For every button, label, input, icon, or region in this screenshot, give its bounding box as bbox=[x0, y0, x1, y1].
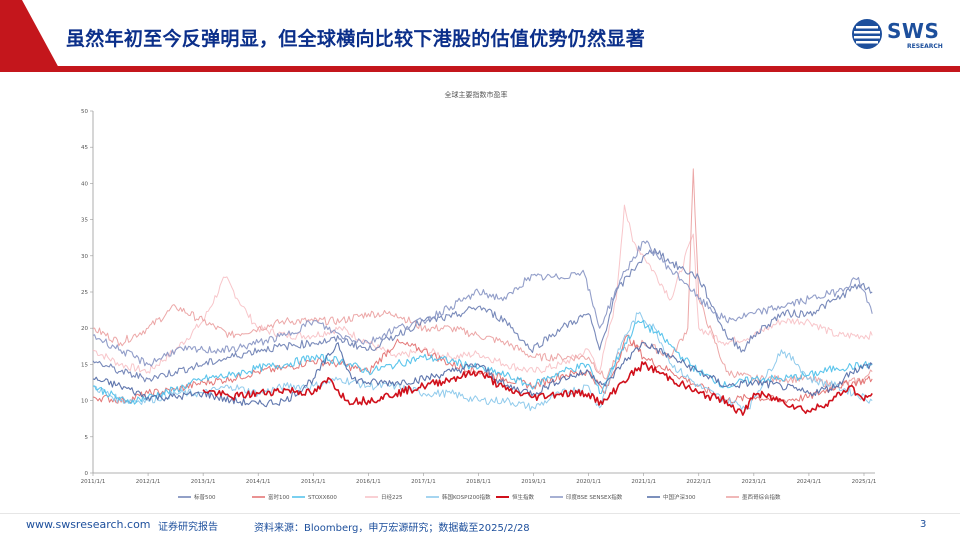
series-line-7 bbox=[92, 341, 873, 408]
y-tick-label: 5 bbox=[85, 435, 89, 441]
title-accent-shape bbox=[0, 0, 60, 72]
chart-container: 全球主要指数市盈率 0 5 10 15 20 25 30 35 40 45 50 2011/1/1 201… bbox=[75, 85, 883, 507]
x-tick-label: 2015/1/1 bbox=[301, 479, 326, 485]
x-tick-label: 2011/1/1 bbox=[81, 479, 106, 485]
x-tick-label: 2016/1/1 bbox=[356, 479, 381, 485]
logo-text: SWS bbox=[887, 19, 940, 43]
title-underline bbox=[35, 66, 960, 72]
legend-label-6: 印度BSE SENSEX指数 bbox=[566, 493, 623, 501]
x-tick-label: 2017/1/1 bbox=[411, 479, 436, 485]
footer-divider bbox=[0, 513, 960, 514]
y-tick-label: 40 bbox=[81, 181, 88, 187]
series-line-5 bbox=[202, 361, 873, 416]
series-line-6 bbox=[92, 240, 873, 367]
y-tick-label: 25 bbox=[81, 290, 88, 296]
y-tick-label: 0 bbox=[85, 471, 89, 477]
footer-report-tag: 证券研究报告 bbox=[158, 522, 218, 533]
x-tick-label: 2020/1/1 bbox=[576, 479, 601, 485]
series-line-3 bbox=[92, 204, 873, 374]
legend-label-0: 标普500 bbox=[194, 493, 216, 501]
legend-label-2: STOXX600 bbox=[308, 495, 337, 501]
logo-subtext: RESEARCH bbox=[907, 43, 943, 50]
series-line-4 bbox=[93, 311, 873, 412]
x-tick-label: 2013/1/1 bbox=[191, 479, 216, 485]
x-tick-label: 2022/1/1 bbox=[686, 479, 711, 485]
title-bar: 虽然年初至今反弹明显，但全球横向比较下港股的估值优势仍然显著 SWS RESEA… bbox=[0, 0, 960, 80]
legend-label-5: 恒生指数 bbox=[512, 493, 535, 501]
y-tick-label: 45 bbox=[81, 145, 88, 151]
sws-logo-icon bbox=[852, 19, 882, 49]
pe-ratio-chart: 全球主要指数市盈率 0 5 10 15 20 25 30 35 40 45 50 2011/1/1 201… bbox=[81, 90, 877, 501]
footer-source-note: 资料来源：Bloomberg，申万宏源研究；数据截至2025/2/28 bbox=[254, 523, 530, 534]
series-line-8 bbox=[92, 168, 873, 390]
legend-label-7: 中国沪深300 bbox=[663, 493, 696, 501]
x-tick-label: 2019/1/1 bbox=[521, 479, 546, 485]
x-tick-label: 2024/1/1 bbox=[797, 479, 822, 485]
y-tick-label: 10 bbox=[81, 399, 88, 405]
x-tick-label: 2025/1/1 bbox=[852, 479, 877, 485]
legend-label-3: 日经225 bbox=[381, 493, 403, 501]
sws-logo: SWS RESEARCH bbox=[850, 17, 946, 53]
slide-title: 虽然年初至今反弹明显，但全球横向比较下港股的估值优势仍然显著 bbox=[66, 28, 646, 50]
x-tick-label: 2012/1/1 bbox=[136, 479, 161, 485]
legend-label-4: 韩国KOSPI200指数 bbox=[442, 493, 491, 501]
chart-title: 全球主要指数市盈率 bbox=[445, 90, 508, 99]
legend-label-8: 墨西哥综合指数 bbox=[742, 493, 781, 501]
x-tick-label: 2018/1/1 bbox=[466, 479, 491, 485]
x-tick-label: 2014/1/1 bbox=[246, 479, 271, 485]
y-tick-label: 15 bbox=[81, 362, 88, 368]
y-tick-label: 20 bbox=[81, 326, 88, 332]
y-tick-label: 35 bbox=[81, 218, 88, 224]
y-tick-label: 30 bbox=[81, 254, 88, 260]
x-tick-label: 2021/1/1 bbox=[631, 479, 656, 485]
page-number: 3 bbox=[920, 519, 927, 530]
x-tick-label: 2023/1/1 bbox=[741, 479, 766, 485]
y-tick-label: 50 bbox=[81, 109, 88, 115]
footer-url-link[interactable]: www.swsresearch.com bbox=[26, 518, 151, 531]
legend-label-1: 富时100 bbox=[268, 493, 290, 501]
series-line-0 bbox=[92, 248, 873, 383]
